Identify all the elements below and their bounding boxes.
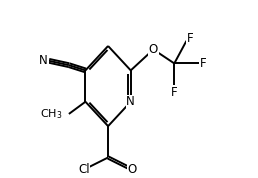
Text: O: O — [128, 163, 137, 176]
Text: CH$_3$: CH$_3$ — [40, 107, 63, 121]
Text: O: O — [149, 43, 158, 56]
Text: Cl: Cl — [78, 163, 90, 176]
Text: N: N — [39, 54, 48, 67]
Text: F: F — [187, 32, 193, 45]
Text: F: F — [171, 86, 178, 99]
Text: F: F — [200, 57, 206, 70]
Text: N: N — [126, 95, 135, 108]
